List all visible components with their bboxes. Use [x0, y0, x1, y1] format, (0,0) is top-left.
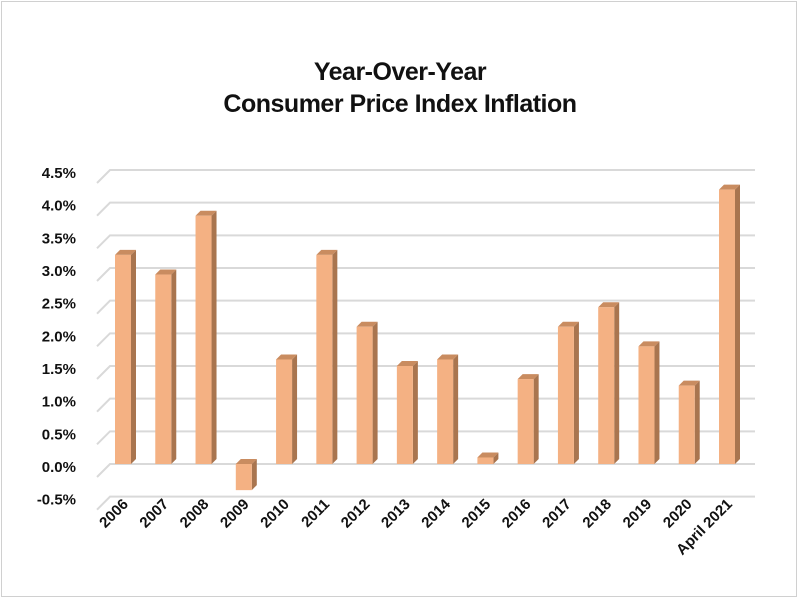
y-tick-label: -0.5%: [37, 492, 76, 509]
bar-side: [735, 184, 740, 464]
bar-top: [235, 459, 257, 464]
bar-top: [195, 210, 217, 216]
x-tick-label: 2010: [257, 496, 293, 532]
bar-side: [694, 380, 700, 464]
bar-top: [356, 321, 378, 327]
bar-top: [115, 249, 136, 255]
gridline: [96, 365, 755, 380]
bar: [115, 254, 131, 464]
x-tick-label: 2008: [177, 496, 213, 532]
x-tick-label: 2017: [539, 496, 575, 532]
bar-side: [453, 354, 459, 464]
bar-side: [372, 321, 378, 464]
bar: [356, 326, 373, 464]
bar-side: [533, 374, 539, 464]
bar: [195, 215, 212, 464]
gridline: [96, 430, 755, 446]
bar: [557, 326, 574, 464]
bar-top: [638, 341, 660, 347]
x-tick-label: 2007: [136, 496, 172, 532]
gridline: [96, 495, 755, 511]
bar: [235, 464, 252, 491]
bar-side: [412, 361, 418, 464]
y-tick-label: 0.5%: [42, 426, 76, 443]
gridline: [96, 201, 755, 217]
y-tick-label: 3.0%: [42, 263, 76, 280]
chart-title-line-1: Year-Over-Year: [313, 58, 487, 86]
chart-title-line-2: Consumer Price Index Inflation: [223, 90, 577, 118]
bar-top: [477, 452, 499, 458]
bar-side: [171, 269, 177, 464]
gridline: [96, 267, 755, 282]
bar-side: [332, 249, 338, 464]
x-tick-label: 2011: [298, 496, 333, 531]
bar-side: [654, 341, 660, 464]
bar-top: [598, 302, 620, 308]
x-tick-label: 2013: [378, 496, 414, 532]
x-tick-label: 2019: [620, 496, 656, 532]
gridline: [96, 169, 755, 184]
x-tick-label: 2015: [459, 496, 495, 532]
bar-top: [557, 321, 579, 327]
y-tick-label: 2.5%: [42, 296, 76, 313]
bar: [155, 274, 172, 464]
bar-top: [678, 380, 700, 386]
y-tick-label: 1.0%: [42, 394, 76, 411]
y-tick-label: 2.0%: [42, 328, 76, 345]
bar: [638, 346, 655, 464]
gridline: [96, 463, 755, 478]
x-tick-label: 2016: [499, 496, 535, 532]
bar-side: [493, 452, 499, 464]
x-tick-label: 2012: [338, 496, 374, 532]
y-tick-label: 1.5%: [42, 361, 76, 378]
bar: [517, 379, 534, 464]
y-tick-label: 0.0%: [42, 459, 76, 476]
bar-side: [251, 459, 257, 491]
x-tick-label: 2009: [217, 496, 253, 532]
bar: [316, 254, 333, 464]
bar-top: [276, 354, 298, 360]
bar: [276, 359, 293, 464]
gridline: [96, 332, 755, 348]
y-tick-label: 3.5%: [42, 230, 76, 247]
bar-side: [292, 354, 298, 464]
bar: [477, 457, 494, 464]
bar: [678, 385, 695, 464]
y-tick-label: 4.5%: [42, 165, 76, 182]
bar-top: [316, 249, 338, 255]
bar: [598, 307, 615, 464]
x-tick-label: 2020: [660, 496, 696, 532]
x-tick-label: 2014: [418, 495, 454, 531]
bar-top: [396, 361, 418, 366]
y-tick-label: 4.0%: [42, 198, 76, 215]
bar-side: [211, 210, 217, 464]
bar: [719, 189, 735, 464]
bar-top: [437, 354, 459, 360]
bar-side: [131, 249, 136, 464]
bar: [437, 359, 454, 464]
x-tick-label: 2018: [579, 496, 615, 532]
bar-side: [573, 321, 579, 464]
bar-top: [155, 269, 177, 275]
gridline: [96, 299, 755, 315]
bar-side: [614, 302, 620, 464]
bar: [396, 366, 413, 464]
bar-top: [517, 374, 539, 380]
gridline: [96, 397, 755, 413]
x-tick-label: 2006: [96, 496, 132, 532]
gridline: [96, 234, 755, 250]
bar-top: [719, 184, 740, 190]
